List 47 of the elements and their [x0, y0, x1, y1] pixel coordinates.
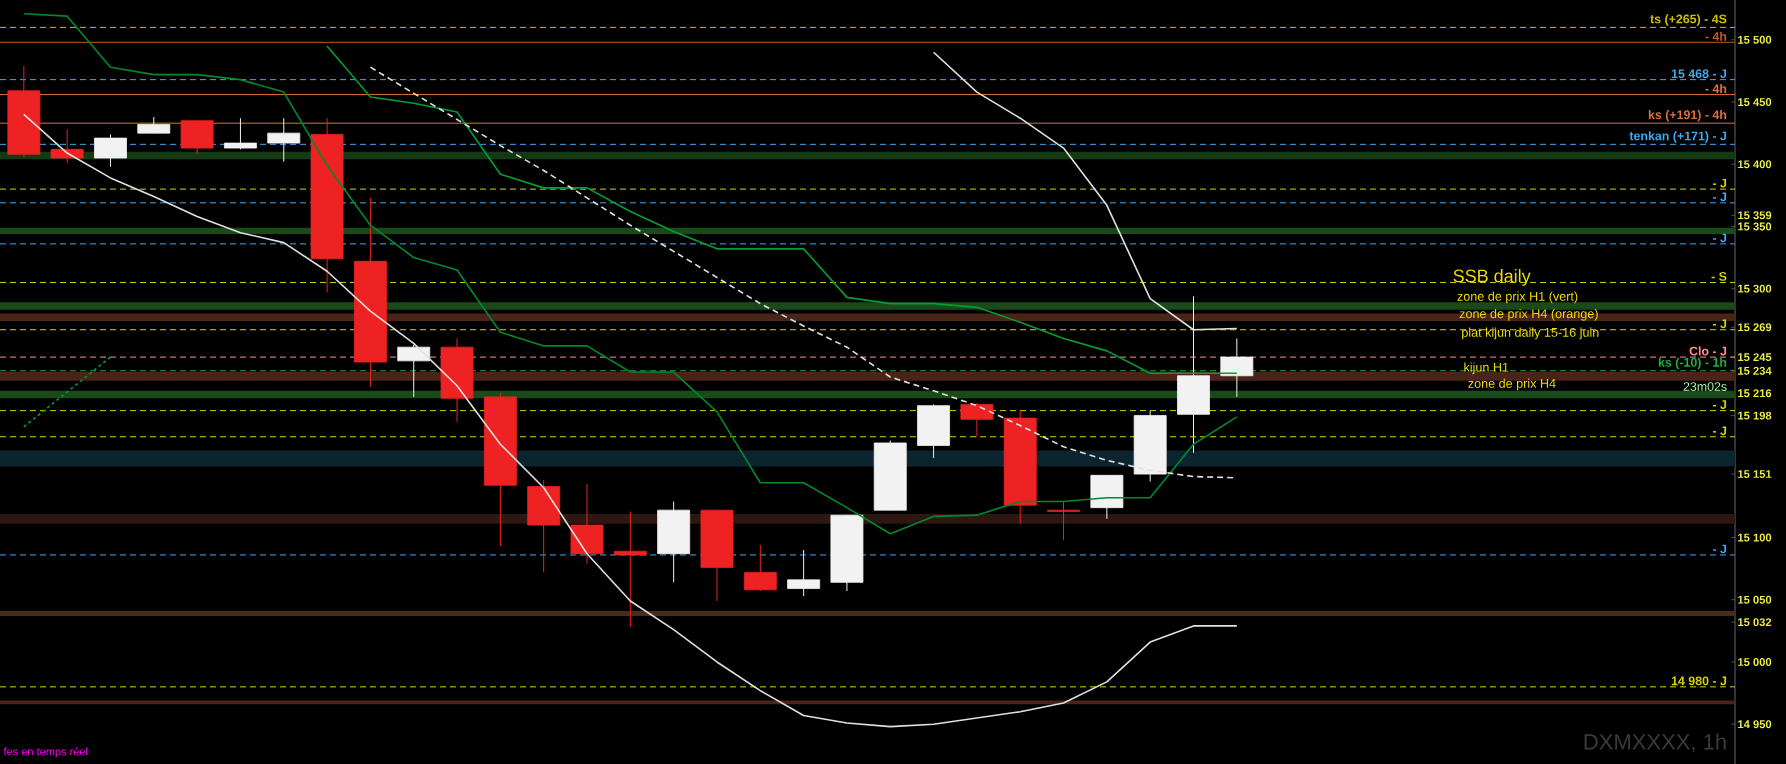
y-tick-label: 15 350: [1738, 222, 1772, 231]
line-series: [23, 12, 1238, 535]
ref-line-label: tenkan (+171) - J: [1629, 131, 1727, 143]
candlestick: [1047, 500, 1080, 541]
ref-line-label: - J: [1712, 319, 1727, 329]
candlestick: [613, 510, 647, 628]
ref-line-label: ks (+191) - 4h: [1648, 110, 1727, 122]
ref-line-label: 15 468 - J: [1671, 69, 1727, 79]
y-tick-label: 15 245: [1738, 353, 1772, 362]
y-tick-label: 15 198: [1738, 411, 1772, 420]
y-tick-label: 15 032: [1738, 618, 1772, 627]
y-tick-label: 15 234: [1738, 366, 1772, 375]
ref-line-label: - J: [1712, 426, 1727, 436]
ref-line-label: ks (-10) - 1h: [1658, 357, 1727, 370]
y-tick-label: 15 400: [1738, 160, 1772, 169]
line-series: [932, 51, 1238, 331]
y-tick-label: 15 269: [1738, 323, 1772, 332]
text: kijun H1: [1464, 362, 1509, 375]
text: zone de prix H1 (vert): [1457, 291, 1578, 304]
ref-line-label: - J: [1712, 178, 1727, 188]
text: SSB daily: [1453, 269, 1531, 286]
ref-line-label: - 4h: [1705, 31, 1727, 41]
ref-line-label: Clo - J: [1689, 346, 1727, 356]
ref-line-label: - S: [1711, 272, 1727, 281]
y-tick-label: 15 000: [1738, 658, 1772, 666]
text: zone de prix H4 (orange): [1459, 308, 1598, 321]
ref-line-label: 14 980 - J: [1671, 676, 1727, 686]
ref-line-label: ts (+265) - 4S: [1650, 14, 1727, 26]
ref-line-label: - J: [1712, 192, 1727, 202]
text: 23m02s: [1683, 382, 1727, 391]
y-tick-label: 15 050: [1738, 595, 1772, 604]
annotation: fes en temps réel: [3, 747, 88, 758]
ref-line-label: - J: [1712, 400, 1727, 410]
ref-line-label: - 4h: [1705, 83, 1727, 93]
ref-line-label: - J: [1712, 233, 1727, 243]
y-tick-label: 15 500: [1738, 35, 1772, 44]
y-tick-label: 15 359: [1738, 211, 1772, 220]
text: zone de prix H4: [1468, 378, 1556, 391]
y-tick-label: 15 300: [1738, 284, 1772, 293]
text: plat kijun daily 15-16 juin: [1462, 327, 1599, 340]
y-tick-label: 15 151: [1738, 470, 1772, 478]
y-tick-label: 15 100: [1738, 533, 1772, 542]
ref-line-label: - J: [1712, 544, 1727, 554]
y-tick-label: 15 216: [1738, 389, 1772, 398]
y-tick-label: 14 950: [1738, 720, 1772, 729]
text: DXMXXXX, 1h: [1584, 733, 1726, 753]
y-tick-label: 15 450: [1738, 98, 1772, 106]
